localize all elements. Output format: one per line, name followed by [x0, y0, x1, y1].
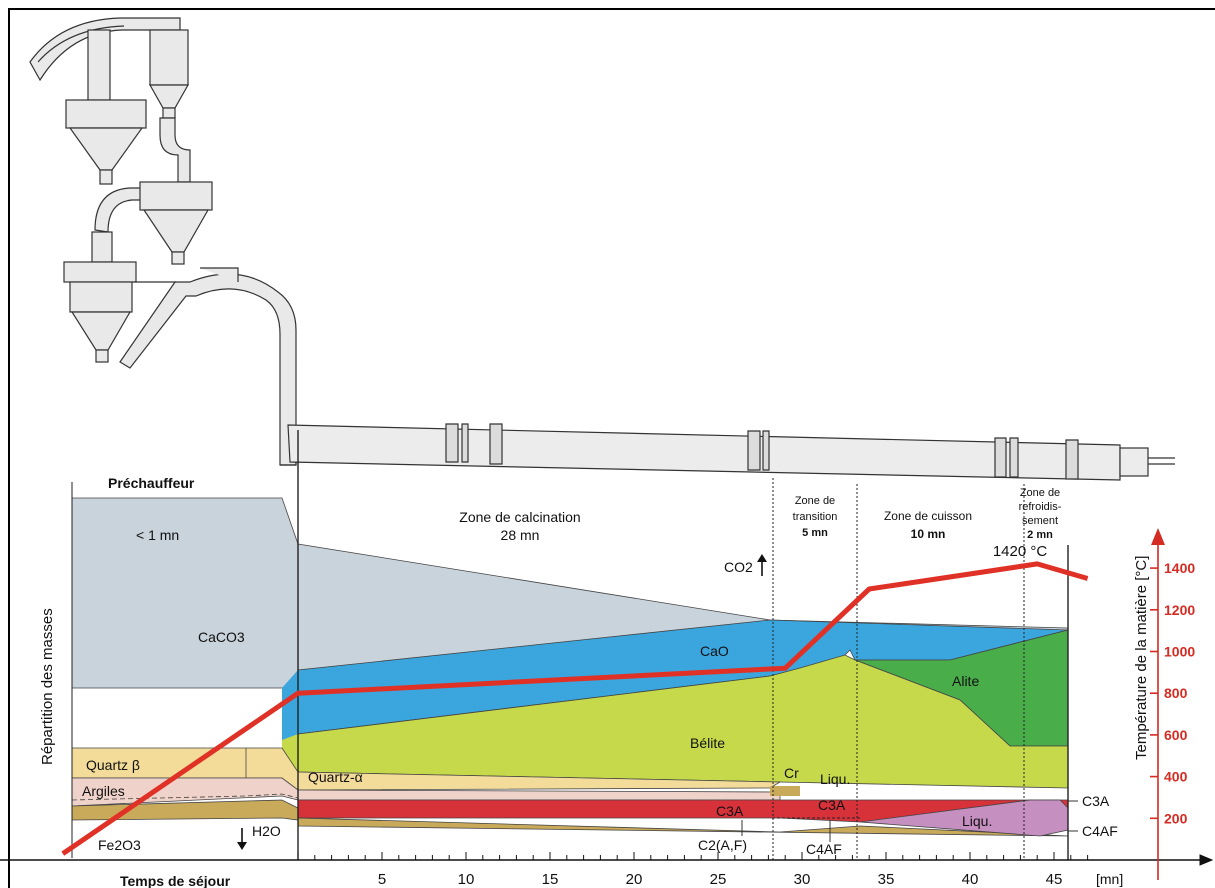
peak-temperature-label: 1420 °C — [993, 543, 1048, 560]
time-axis — [0, 854, 1214, 866]
liquid-label: Liqu. — [962, 813, 992, 829]
preheater-title: Préchauffeur — [108, 475, 195, 491]
c4af-right-label: C4AF — [1082, 823, 1118, 839]
fe2o3-label: Fe2O3 — [98, 837, 141, 853]
temperature-axis-tick-label: 400 — [1164, 769, 1188, 785]
time-axis-tick-label: 25 — [710, 871, 727, 888]
h2o-arrow-icon — [237, 828, 247, 850]
mass-bands — [71, 497, 1069, 837]
time-axis-ticks: 5 10 15 20 25 30 35 40 45 — [297, 852, 1089, 888]
temperature-axis-tick-label: 600 — [1164, 727, 1188, 743]
liquid-short-label: Liqu. — [820, 771, 850, 787]
time-axis-tick-label: 5 — [378, 871, 386, 888]
time-axis-tick-label: 10 — [458, 871, 475, 888]
c4af-mid-label: C4AF — [806, 841, 842, 857]
transition-line1: Zone de — [795, 495, 835, 507]
calcination-title: Zone de calcination — [459, 509, 580, 525]
quartz-beta-label: Quartz β — [86, 757, 140, 773]
argiles-label: Argiles — [82, 783, 125, 799]
firing-title: Zone de cuisson — [884, 509, 972, 523]
co2-label: CO2 — [724, 559, 753, 575]
co2-arrow-icon — [757, 554, 767, 576]
cr-label: Cr — [784, 765, 799, 781]
c3a-late-label: C3A — [818, 797, 846, 813]
temperature-axis-label: Température de la matière [°C] — [1133, 556, 1150, 760]
cooling-line1: Zone de — [1020, 487, 1060, 499]
temperature-axis-tick-label: 200 — [1164, 810, 1188, 826]
temperature-axis-tick-label: 1000 — [1164, 644, 1195, 660]
calcination-time: 28 mn — [501, 527, 540, 543]
transition-line2: transition — [793, 511, 838, 523]
temperature-axis-ticks: 200 400 600 800 1000 1200 1400 — [1150, 560, 1195, 826]
firing-time: 10 mn — [911, 527, 946, 541]
alite-label: Alite — [952, 673, 979, 689]
figure-frame — [8, 8, 1215, 888]
time-axis-tick-label: 30 — [794, 871, 811, 888]
transition-time: 5 mn — [802, 527, 828, 539]
temperature-axis-tick-label: 800 — [1164, 685, 1188, 701]
h2o-label: H2O — [252, 823, 281, 839]
cooling-line3: sement — [1022, 515, 1058, 527]
caco3-label: CaCO3 — [198, 629, 245, 645]
time-axis-tick-label: 15 — [542, 871, 559, 888]
temperature-axis-tick-label: 1400 — [1164, 560, 1195, 576]
preheater-time: < 1 mn — [136, 527, 179, 543]
time-axis-tick-label: 20 — [626, 871, 643, 888]
preheater-tower — [29, 17, 297, 466]
belite-label: Bélite — [690, 735, 725, 751]
zone-separators — [71, 430, 1069, 860]
time-axis-unit: [mn] — [1096, 871, 1123, 887]
c3a-mid-label: C3A — [716, 803, 744, 819]
temperature-axis — [1151, 528, 1165, 880]
time-axis-tick-label: 40 — [962, 871, 979, 888]
c3a-right-label: C3A — [1082, 793, 1110, 809]
temperature-curve — [61, 561, 1089, 856]
time-axis-tick-label: 45 — [1046, 871, 1063, 888]
cooling-time: 2 mn — [1027, 529, 1053, 541]
time-axis-tick-label: 35 — [878, 871, 895, 888]
cao-label: CaO — [700, 643, 729, 659]
mass-distribution-axis-label: Répartition des masses — [39, 608, 56, 765]
quartz-alpha-label: Quartz-α — [308, 769, 363, 785]
temperature-axis-tick-label: 1200 — [1164, 602, 1195, 618]
right-label-connectors — [741, 800, 1078, 842]
cooling-line2: refroidis- — [1019, 501, 1062, 513]
c2af-mid-label: C2(A,F) — [698, 837, 747, 853]
time-axis-label: Temps de séjour — [120, 873, 231, 888]
rotary-kiln — [280, 423, 1175, 481]
